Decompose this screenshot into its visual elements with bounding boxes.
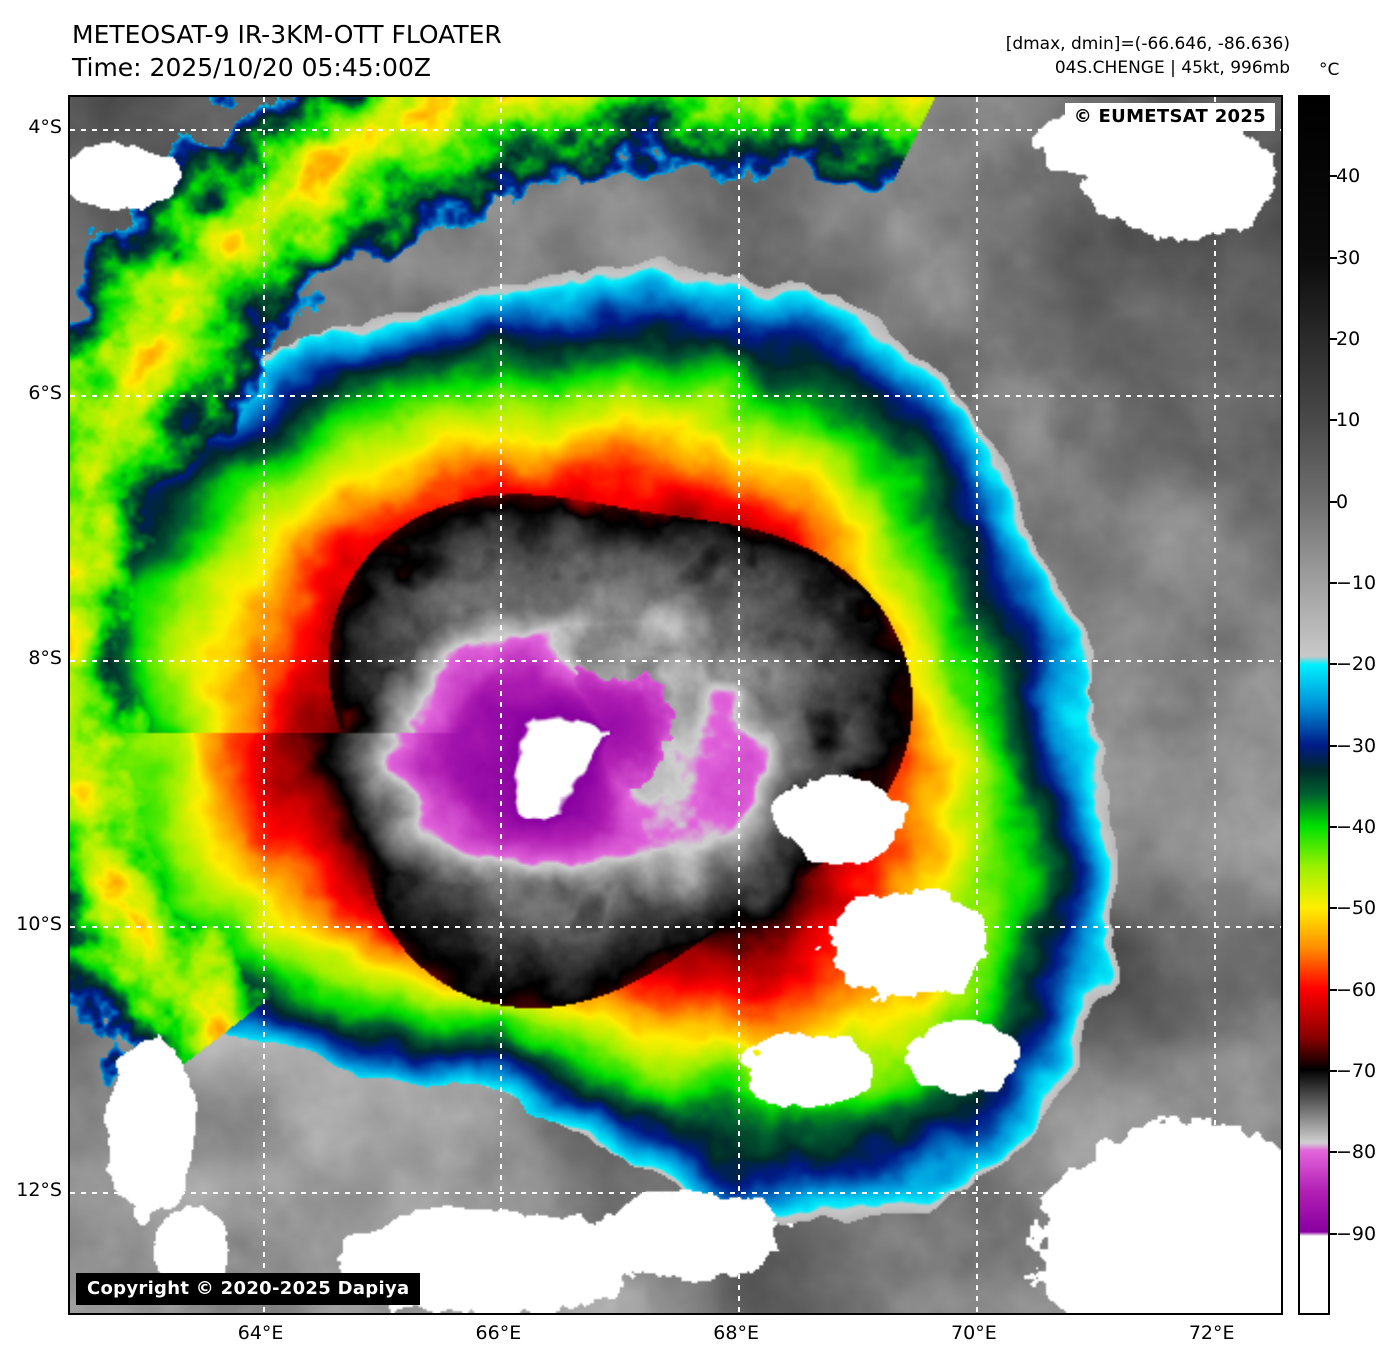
dmax-dmin-label: [dmax, dmin]=(-66.646, -86.636) [1005, 34, 1290, 54]
colorbar-tick-label-3: 10 [1336, 409, 1361, 432]
lat-tick-label-4: 12°S [16, 1179, 62, 1202]
lon-tick-label-0: 64°E [237, 1322, 284, 1344]
colorbar-tick-label-11: −70 [1336, 1060, 1377, 1082]
header-title-block: METEOSAT-9 IR-3KM-OTT FLOATER Time: 2025… [72, 18, 502, 84]
satellite-image-plot[interactable]: © EUMETSAT 2025 Copyright © 2020-2025 Da… [68, 95, 1283, 1315]
colorbar-tick-label-5: −10 [1336, 572, 1377, 594]
colorbar-tickmark-3 [1330, 419, 1337, 422]
page-title: METEOSAT-9 IR-3KM-OTT FLOATER [72, 20, 502, 49]
temperature-colorbar[interactable] [1298, 95, 1330, 1315]
colorbar-tick-label-7: −30 [1336, 734, 1377, 757]
colorbar-tickmark-10 [1330, 988, 1337, 991]
colorbar-tickmark-8 [1330, 826, 1337, 828]
colorbar-tickmark-11 [1330, 1070, 1337, 1072]
colorbar-gradient [1300, 97, 1328, 1313]
colorbar-tickmark-7 [1330, 744, 1337, 747]
lon-tick-label-3: 70°E [951, 1322, 997, 1344]
timestamp-label: Time: 2025/10/20 05:45:00Z [72, 53, 431, 82]
colorbar-tick-label-6: −20 [1336, 653, 1377, 676]
colorbar-tick-label-2: 20 [1336, 328, 1361, 350]
colorbar-tick-label-10: −60 [1336, 978, 1377, 1001]
colorbar-tick-label-13: −90 [1336, 1222, 1377, 1245]
colorbar-tickmark-4 [1330, 500, 1337, 503]
eumetsat-watermark: © EUMETSAT 2025 [1064, 103, 1275, 131]
header-metadata-block: [dmax, dmin]=(-66.646, -86.636) 04S.CHEN… [1006, 32, 1290, 80]
lat-tick-label-0: 4°S [28, 115, 62, 138]
colorbar-unit-label: °C [1319, 60, 1340, 80]
colorbar-tickmark-0 [1330, 175, 1337, 178]
lon-tick-label-1: 66°E [475, 1322, 522, 1344]
lat-tick-label-3: 10°S [16, 913, 62, 936]
colorbar-tickmark-12 [1330, 1151, 1337, 1154]
lat-tick-label-1: 6°S [28, 381, 62, 404]
colorbar-tick-label-4: 0 [1336, 490, 1349, 513]
colorbar-tick-label-9: −50 [1336, 897, 1377, 920]
colorbar-tick-label-0: 40 [1336, 165, 1361, 188]
colorbar-tickmark-1 [1330, 256, 1337, 259]
lon-tick-label-2: 68°E [713, 1322, 759, 1344]
colorbar-tickmark-13 [1330, 1232, 1337, 1235]
colorbar-tick-label-8: −40 [1336, 816, 1377, 838]
colorbar-tickmark-5 [1330, 582, 1337, 584]
colorbar-tickmark-9 [1330, 907, 1337, 910]
lat-tick-label-2: 8°S [28, 647, 62, 670]
satellite-ir-imagery [70, 97, 1281, 1313]
colorbar-tickmark-2 [1330, 338, 1337, 340]
colorbar-tick-label-12: −80 [1336, 1141, 1377, 1164]
colorbar-tickmark-6 [1330, 663, 1337, 666]
colorbar-tick-label-1: 30 [1336, 246, 1361, 269]
storm-info-label: 04S.CHENGE | 45kt, 996mb [1054, 58, 1290, 78]
lon-tick-label-4: 72°E [1188, 1322, 1235, 1344]
dapiya-copyright-watermark: Copyright © 2020-2025 Dapiya [76, 1273, 421, 1305]
